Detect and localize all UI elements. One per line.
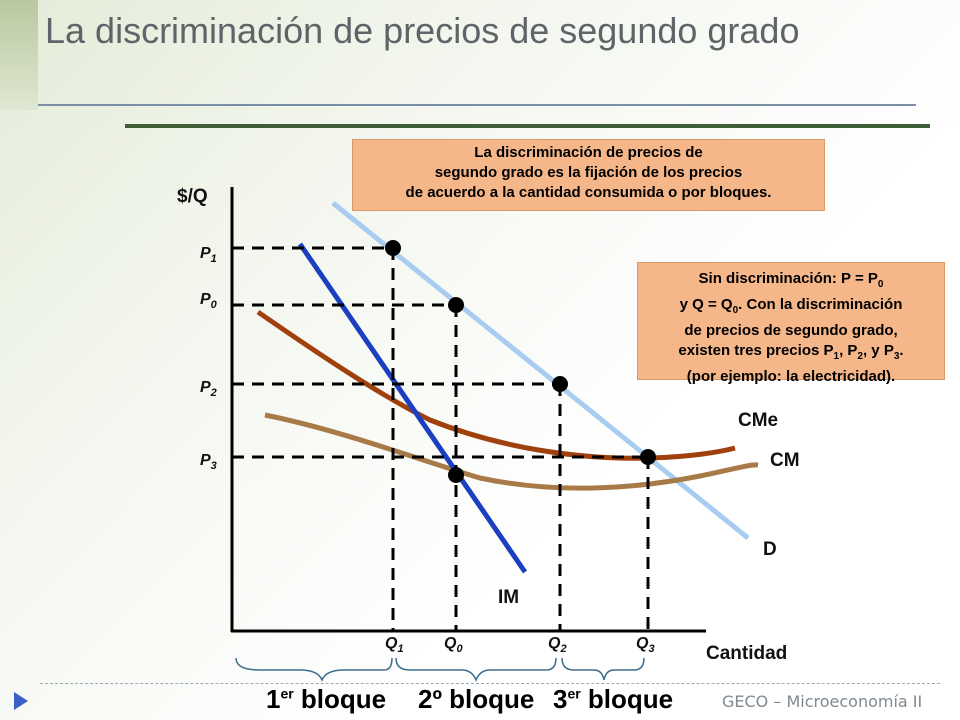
quantity-label-q1: Q1 <box>385 635 404 655</box>
price-label-p2: P2 <box>200 379 217 399</box>
footer-text: GECO – Microeconomía II <box>722 692 923 711</box>
marginal-cost-label: CM <box>770 450 800 471</box>
block2-brace <box>395 657 557 683</box>
quantity-label-q2: Q2 <box>548 635 567 655</box>
point-p1-q1 <box>385 240 401 256</box>
demand-label: D <box>763 539 777 560</box>
marginal-revenue-curve <box>297 242 528 574</box>
next-slide-arrow-icon[interactable] <box>14 692 28 710</box>
block1-brace <box>235 657 393 683</box>
marginal-cost-curve <box>264 412 759 491</box>
explanation-line-3: de precios de segundo grado, <box>684 322 898 339</box>
price-label-p0: P0 <box>200 291 218 311</box>
definition-line-1: La discriminación de precios de <box>474 144 703 161</box>
definition-line-3: de acuerdo a la cantidad consumida o por… <box>405 184 772 201</box>
marginal-revenue-label: IM <box>498 587 519 608</box>
point-p2-q2 <box>552 376 568 392</box>
definition-line-2: segundo grado es la fijación de los prec… <box>434 164 743 181</box>
point-mr-mc-intersection <box>448 467 464 483</box>
block2-label: 2º bloque <box>418 684 535 714</box>
price-label-p3: P3 <box>200 452 217 472</box>
y-axis-label: $/Q <box>177 186 208 207</box>
block3-brace <box>561 657 645 681</box>
definition-box: La discriminación de precios de segundo … <box>352 139 825 211</box>
point-p3-q3 <box>640 449 656 465</box>
title-accent-bar <box>0 0 38 110</box>
footer-divider <box>40 683 940 684</box>
point-p0-q0 <box>448 297 464 313</box>
explanation-line-5: (por ejemplo: la electricidad). <box>686 368 896 385</box>
block1-label: 1er bloque <box>266 684 387 714</box>
explanation-box: Sin discriminación: P = P0 y Q = Q0. Con… <box>637 262 945 385</box>
quantity-label-q3: Q3 <box>636 635 655 655</box>
title-divider-thin <box>38 104 916 106</box>
explanation-line-1: Sin discriminación: P = P0 <box>698 270 884 290</box>
explanation-line-2: y Q = Q0. Con la discriminación <box>679 296 903 316</box>
slide-title: La discriminación de precios de segundo … <box>45 10 800 51</box>
block3-label: 3er bloque <box>553 684 674 714</box>
average-cost-curve <box>256 309 736 461</box>
title-divider-thick <box>125 124 930 128</box>
x-axis-label: Cantidad <box>706 643 787 664</box>
average-cost-label: CMe <box>738 410 778 431</box>
explanation-line-4: existen tres precios P1, P2, y P3. <box>678 342 904 362</box>
quantity-label-q0: Q0 <box>444 635 463 655</box>
price-label-p1: P1 <box>200 245 217 265</box>
